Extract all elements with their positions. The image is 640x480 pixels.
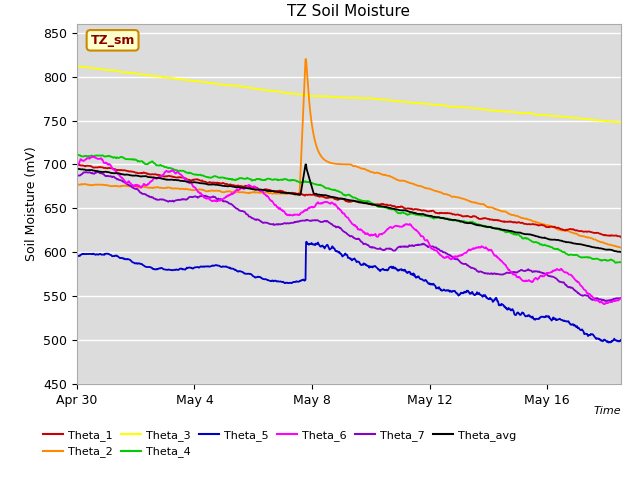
Theta_5 [508, 308, 515, 313]
Theta_7 [73, 173, 81, 179]
Line: Theta_1: Theta_1 [77, 164, 621, 237]
Theta_6 [313, 201, 321, 206]
Theta_7 [447, 253, 455, 259]
Theta_1 [447, 211, 454, 216]
Theta_7 [601, 298, 609, 304]
Line: Theta_3: Theta_3 [77, 66, 621, 123]
Y-axis label: Soil Moisture (mV): Soil Moisture (mV) [24, 146, 38, 262]
Theta_avg [498, 227, 506, 232]
Theta_2 [313, 145, 321, 151]
Theta_2 [301, 56, 309, 62]
Theta_avg [447, 217, 455, 223]
Theta_avg [129, 173, 136, 179]
Theta_6 [73, 161, 81, 167]
Theta_4 [74, 152, 81, 157]
Theta_1 [73, 161, 81, 167]
Theta_7 [498, 272, 506, 277]
Line: Theta_4: Theta_4 [77, 155, 621, 263]
Theta_5 [617, 337, 625, 343]
Text: Time: Time [593, 406, 621, 416]
Theta_4 [313, 181, 321, 187]
Line: Theta_avg: Theta_avg [77, 165, 621, 252]
Theta_3 [507, 109, 515, 115]
Theta_7 [617, 295, 625, 301]
Theta_5 [129, 259, 136, 265]
Theta_3 [617, 120, 625, 126]
Theta_1 [507, 218, 515, 224]
Theta_6 [600, 301, 608, 307]
Theta_6 [498, 258, 506, 264]
Theta_3 [447, 104, 454, 109]
Theta_6 [617, 295, 625, 300]
Theta_1 [617, 234, 625, 240]
Theta_avg [301, 162, 309, 168]
Theta_1 [129, 168, 136, 174]
Theta_6 [294, 212, 301, 217]
Theta_6 [508, 269, 515, 275]
Theta_6 [88, 154, 96, 159]
Theta_2 [293, 192, 301, 198]
Line: Theta_2: Theta_2 [77, 59, 621, 248]
Theta_3 [129, 70, 136, 76]
Theta_1 [312, 193, 320, 199]
Theta_7 [129, 185, 137, 191]
Theta_3 [497, 108, 505, 114]
Theta_2 [129, 183, 136, 189]
Theta_1 [293, 191, 301, 196]
Text: TZ_sm: TZ_sm [90, 34, 135, 47]
Theta_5 [447, 288, 455, 294]
Theta_6 [447, 256, 455, 262]
Theta_5 [605, 340, 612, 346]
Theta_7 [93, 169, 101, 175]
Theta_3 [73, 63, 81, 69]
Theta_2 [447, 193, 455, 199]
Theta_4 [294, 178, 301, 184]
Theta_1 [497, 218, 505, 224]
Theta_7 [294, 218, 301, 224]
Theta_2 [508, 212, 515, 218]
Theta_7 [508, 270, 515, 276]
Theta_5 [73, 253, 81, 259]
Theta_avg [73, 166, 81, 171]
Theta_5 [293, 278, 301, 284]
Theta_3 [293, 91, 301, 97]
Theta_5 [303, 239, 310, 245]
Theta_2 [617, 245, 625, 251]
Line: Theta_6: Theta_6 [77, 156, 621, 304]
Theta_7 [313, 217, 321, 223]
Theta_2 [498, 208, 506, 214]
Theta_4 [612, 260, 620, 266]
Theta_4 [617, 260, 625, 265]
Theta_6 [129, 182, 137, 188]
Theta_5 [498, 301, 506, 307]
Theta_4 [498, 227, 506, 233]
Theta_3 [312, 93, 320, 99]
Title: TZ Soil Moisture: TZ Soil Moisture [287, 4, 410, 19]
Theta_5 [313, 241, 321, 247]
Line: Theta_7: Theta_7 [77, 172, 621, 301]
Theta_4 [508, 230, 515, 236]
Theta_4 [73, 152, 81, 157]
Theta_2 [73, 181, 81, 187]
Theta_avg [508, 228, 515, 234]
Theta_avg [293, 192, 301, 197]
Theta_4 [129, 156, 137, 162]
Theta_avg [617, 249, 625, 255]
Theta_4 [447, 217, 455, 223]
Legend: Theta_1, Theta_2, Theta_3, Theta_4, Theta_5, Theta_6, Theta_7, Theta_avg: Theta_1, Theta_2, Theta_3, Theta_4, Thet… [39, 426, 520, 462]
Line: Theta_5: Theta_5 [77, 242, 621, 343]
Theta_avg [313, 192, 321, 197]
